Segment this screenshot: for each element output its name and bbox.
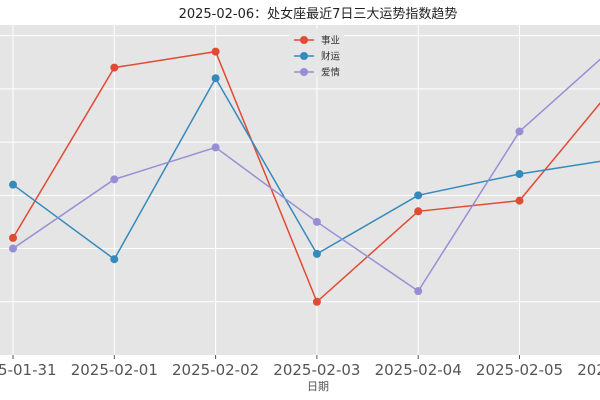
data-point — [9, 244, 17, 253]
x-tick-label: 2025-02-06 — [577, 361, 600, 379]
data-point — [515, 127, 524, 136]
data-point — [312, 249, 321, 258]
data-point — [414, 191, 423, 200]
data-point — [515, 170, 524, 179]
data-point — [414, 287, 423, 296]
x-axis-label: 日期 — [307, 380, 329, 393]
series-lines — [9, 47, 600, 306]
x-tick-label: 2025-02-03 — [273, 361, 360, 379]
x-tick-label: 2025-02-02 — [172, 361, 259, 379]
data-point — [515, 196, 524, 205]
x-tick-labels: 2025-01-31 2025-02-01 2025-02-02 2025-02-03… — [0, 355, 600, 379]
legend-label: 爱情 — [321, 67, 341, 79]
legend-marker — [300, 52, 308, 60]
legend-box — [289, 29, 344, 76]
data-point — [110, 175, 119, 184]
data-point — [110, 255, 119, 264]
x-tick-label: 2025-02-01 — [71, 361, 158, 379]
legend-marker — [300, 68, 308, 76]
data-point — [9, 233, 17, 242]
data-point — [312, 217, 321, 226]
legend-marker — [300, 36, 308, 44]
x-tick-label: 2025-02-04 — [375, 361, 462, 379]
data-point — [414, 207, 423, 216]
x-tick-label: 2025-02-05 — [476, 361, 563, 379]
data-point — [211, 47, 220, 56]
chart-title: 2025-02-06：处女座最近7日三大运势指数趋势 — [179, 6, 458, 22]
legend-label: 事业 — [321, 35, 340, 47]
data-point — [211, 143, 220, 152]
data-point — [110, 63, 119, 72]
data-point — [312, 297, 321, 306]
legend-label: 财运 — [321, 51, 341, 63]
data-point — [211, 74, 220, 83]
data-point — [9, 180, 17, 189]
x-tick-label: 2025-01-31 — [0, 361, 57, 379]
